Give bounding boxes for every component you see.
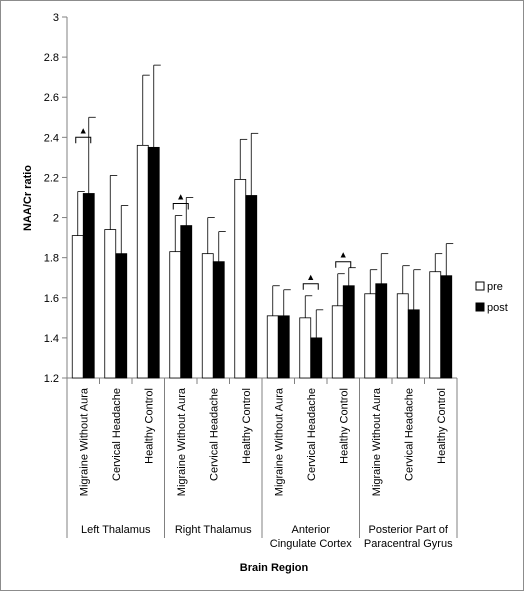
bars [71,144,453,379]
category-label: Healthy Control [241,388,253,464]
bar-pre [234,179,247,379]
legend: pre post [475,281,508,314]
category-label: Healthy Control [436,388,448,464]
bar-post [245,195,258,379]
significance-marker: ▲ [79,125,88,135]
category-label: Migraine Without Aura [273,387,285,496]
significance-marker: ▲ [176,192,185,202]
significance-marker: ▲ [339,250,348,260]
bar-pre [201,253,214,379]
significance-bracket [335,261,352,268]
bar-pre [71,235,84,379]
bar-post [212,261,225,379]
bar-pre [429,271,442,379]
legend-swatch-post [475,302,485,312]
category-label: Cervical Headache [111,388,123,481]
y-tick-label: 1.8 [44,253,59,265]
y-tick-label: 1.2 [44,373,59,385]
category-label: Cervical Headache [403,388,415,481]
bar-post [147,146,160,379]
axes [62,16,458,538]
y-tick-label: 2.8 [44,52,59,64]
bar-post [115,253,128,379]
y-tick-label: 2 [53,213,59,225]
significance-bracket [172,203,189,210]
bar-pre [331,305,344,379]
y-tick-label: 2.6 [44,92,59,104]
group-label: Paracentral Gyrus [364,538,453,550]
error-bars [77,64,454,338]
group-label: Anterior [291,524,330,536]
significance-bracket [75,136,92,144]
y-tick-label: 2.2 [44,172,59,184]
category-label: Migraine Without Aura [371,387,383,496]
bar-pre [364,293,377,379]
bar-pre [136,144,149,379]
category-label: Cervical Headache [306,388,318,481]
bar-post [82,193,95,379]
group-label: Cingulate Cortex [270,538,352,550]
bar-pre [169,251,182,379]
bar-post [440,275,453,379]
bar-pre [104,229,117,379]
axis-labels: 1.2 1.4 1.6 1.8 2 2.2 2.4 2.6 2.8 3 Migraine Witho… [44,12,453,550]
bar-post [310,337,323,379]
category-label: Healthy Control [143,388,155,464]
group-label: Posterior Part of [369,524,449,536]
significance-annotations: ▲ ▲ ▲ ▲ [75,125,352,290]
x-axis-title: Brain Region [240,562,309,574]
category-label: Migraine Without Aura [176,387,188,496]
significance-marker: ▲ [306,272,315,282]
y-axis-title: NAA/Cr ratio [22,165,34,231]
y-tick-label: 1.4 [44,333,59,345]
bar-post [375,283,388,379]
bar-pre [396,293,409,379]
group-label: Left Thalamus [81,524,151,536]
category-label: Migraine Without Aura [78,387,90,496]
y-tick-label: 2.4 [44,132,59,144]
bar-pre [266,315,279,379]
y-tick-label: 1.6 [44,293,59,305]
legend-swatch-pre [475,281,485,291]
bar-post [342,285,355,379]
bar-post [277,315,290,379]
category-label: Healthy Control [338,388,350,464]
legend-label-pre: pre [487,281,503,293]
group-label: Right Thalamus [175,524,252,536]
bar-post [407,309,420,379]
bar-pre [299,317,312,379]
legend-label-post: post [487,302,508,314]
category-label: Cervical Headache [208,388,220,481]
significance-bracket [302,283,319,290]
y-tick-label: 3 [53,12,59,24]
bar-post [180,225,193,379]
